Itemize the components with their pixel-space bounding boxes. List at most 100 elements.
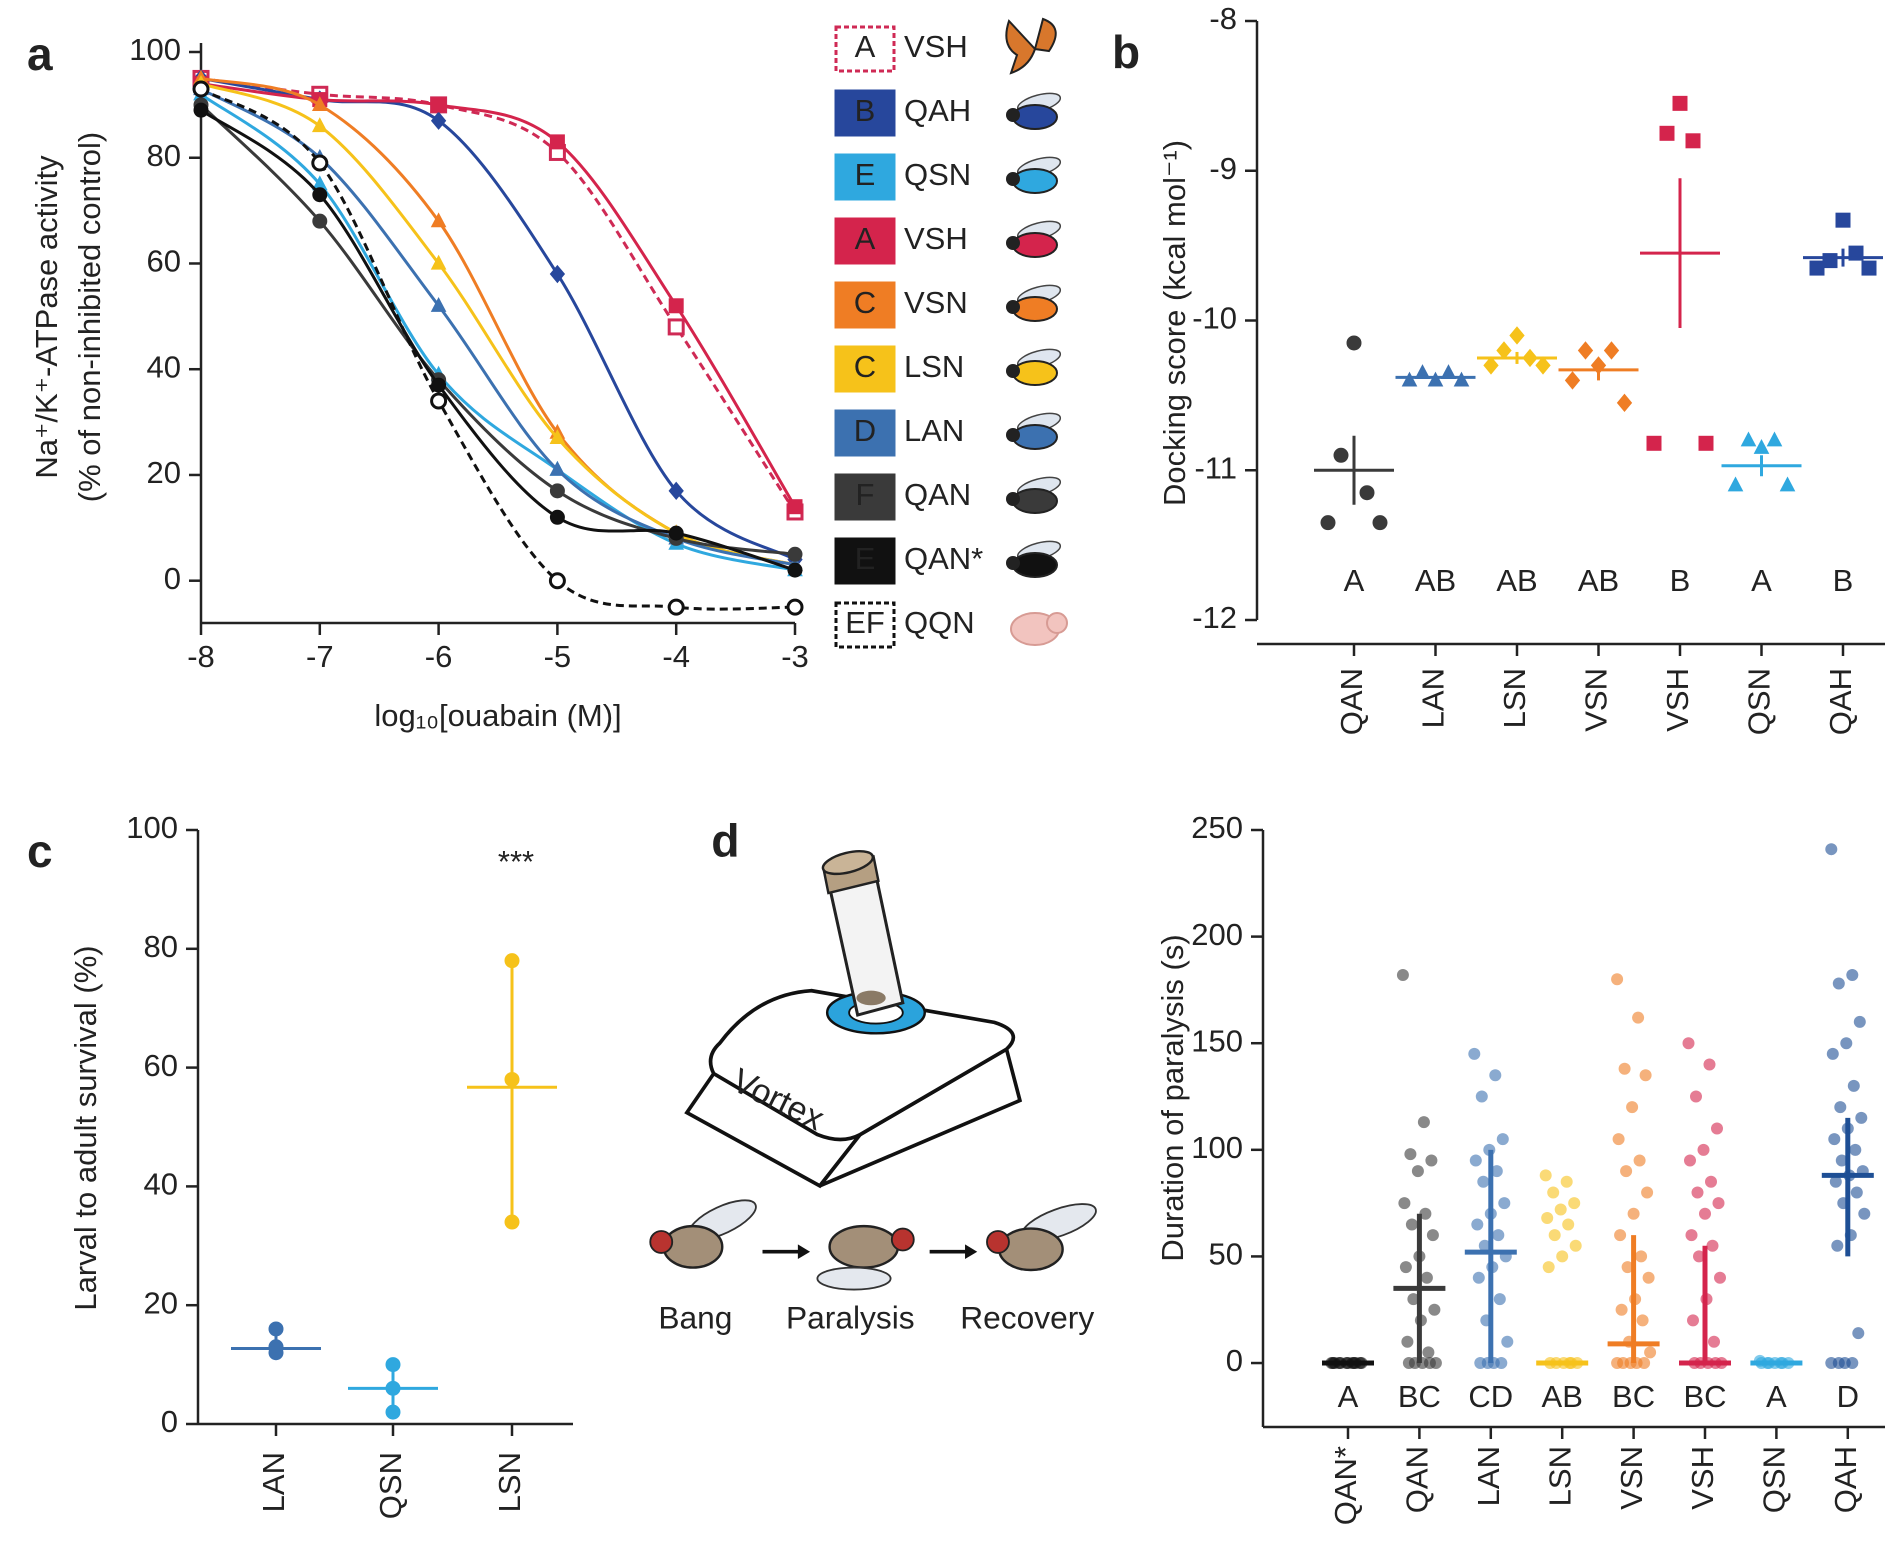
marker: [787, 546, 803, 562]
fly-icon-eye: [1006, 236, 1020, 250]
x-tick-label: QSN: [1742, 668, 1777, 735]
legend-letter: E: [855, 541, 876, 576]
y-tick-label: -9: [1209, 151, 1237, 186]
fly-body: [828, 1224, 900, 1269]
y-axis-label: Docking score (kcal mol⁻¹): [1157, 140, 1192, 506]
point: [1405, 1218, 1418, 1231]
legend-letter: C: [854, 349, 876, 384]
y-tick-label: 150: [1191, 1023, 1243, 1058]
x-tick-label: -4: [662, 639, 690, 674]
x-tick-label: LSN: [1497, 668, 1532, 728]
y-tick-label: 100: [1191, 1130, 1243, 1165]
x-tick-label: QSN: [1757, 1446, 1792, 1513]
fly-icon-eye: [1006, 300, 1020, 314]
legend-letter: B: [855, 93, 876, 128]
point: [1548, 1229, 1561, 1242]
point: [1560, 1175, 1573, 1188]
legend-box: [834, 217, 896, 265]
x-tick-label: -8: [187, 639, 215, 674]
marker: [787, 562, 803, 578]
fly-eye: [890, 1227, 915, 1252]
legend-letter: A: [855, 29, 876, 64]
y-tick-label: 20: [144, 1285, 178, 1320]
marker: [549, 460, 566, 476]
marker: [1698, 435, 1714, 451]
legend-letter: C: [854, 285, 876, 320]
y-tick-label: 80: [147, 138, 181, 173]
marker: [667, 598, 685, 616]
point: [1690, 1090, 1702, 1103]
legend-box: [834, 345, 896, 393]
panel-letter: a: [27, 28, 53, 80]
x-tick-label: -7: [306, 639, 334, 674]
point: [1632, 1011, 1645, 1024]
marker: [1401, 371, 1418, 387]
point: [1426, 1229, 1439, 1242]
group-letter: BC: [1398, 1379, 1441, 1414]
x-tick-label: LSN: [492, 1452, 527, 1512]
x-tick-label: LSN: [1542, 1446, 1577, 1506]
point: [1644, 1346, 1657, 1359]
marker: [549, 509, 565, 525]
curve: [200, 76, 796, 561]
y-axis-label: Larval to adult survival (%): [68, 945, 103, 1310]
marker: [548, 572, 566, 590]
marker: [1453, 371, 1470, 387]
point: [1475, 1090, 1488, 1103]
y-tick-label: 60: [144, 1048, 178, 1083]
point: [1547, 1186, 1560, 1199]
y-tick-label: 20: [147, 455, 181, 490]
y-tick-label: -11: [1194, 450, 1237, 485]
x-tick-label: QAN: [1334, 668, 1369, 735]
point: [1498, 1197, 1511, 1210]
y-tick-label: 50: [1209, 1237, 1243, 1272]
marker: [549, 429, 566, 445]
point: [1835, 1154, 1848, 1167]
point: [1832, 977, 1845, 990]
point: [1404, 1148, 1417, 1161]
marker: [1509, 326, 1525, 345]
y-tick-label: 0: [161, 1404, 178, 1439]
point: [1846, 968, 1859, 981]
point: [1705, 1175, 1717, 1188]
marker: [1496, 341, 1512, 360]
marker: [1672, 95, 1688, 111]
marker: [668, 298, 684, 314]
group-letter: A: [1751, 563, 1772, 598]
box-top: [708, 988, 1016, 1142]
x-tick-label: -5: [544, 639, 572, 674]
point: [1425, 1154, 1438, 1167]
y-tick-label: 100: [126, 810, 178, 845]
point: [1711, 1122, 1723, 1135]
point: [1495, 1357, 1508, 1370]
legend-label: LSN: [904, 349, 964, 384]
point: [1542, 1261, 1555, 1274]
fly-icon-eye: [1006, 108, 1020, 122]
legend-label: QSN: [904, 157, 971, 192]
marker: [667, 318, 685, 336]
point: [1703, 1058, 1716, 1071]
point: [1422, 1346, 1435, 1359]
y-tick-label: -12: [1192, 600, 1237, 635]
y-tick-label: 80: [144, 929, 178, 964]
point: [1638, 1357, 1651, 1370]
legend-letter: EF: [845, 605, 885, 640]
fly-icon-eye: [1006, 428, 1020, 442]
point: [1626, 1101, 1639, 1114]
curve: [200, 76, 797, 513]
fly-body: [997, 1227, 1064, 1272]
group-letter: A: [1766, 1379, 1787, 1414]
point: [1417, 1116, 1430, 1129]
point: [1471, 1218, 1484, 1231]
legend-label: QAH: [904, 93, 971, 128]
legend-label: QAN*: [904, 541, 983, 576]
marker: [1809, 260, 1825, 276]
vortex-diagram: d Vortex Bang Paralysis Re: [649, 814, 1097, 1335]
group-letter: B: [1833, 563, 1854, 598]
group-letter: A: [1338, 1379, 1359, 1414]
x-tick-label: QAH: [1828, 1446, 1863, 1513]
point: [1611, 973, 1624, 986]
group-letter: BC: [1683, 1379, 1726, 1414]
legend-letter: D: [854, 413, 876, 448]
step-label: Recovery: [960, 1299, 1094, 1335]
